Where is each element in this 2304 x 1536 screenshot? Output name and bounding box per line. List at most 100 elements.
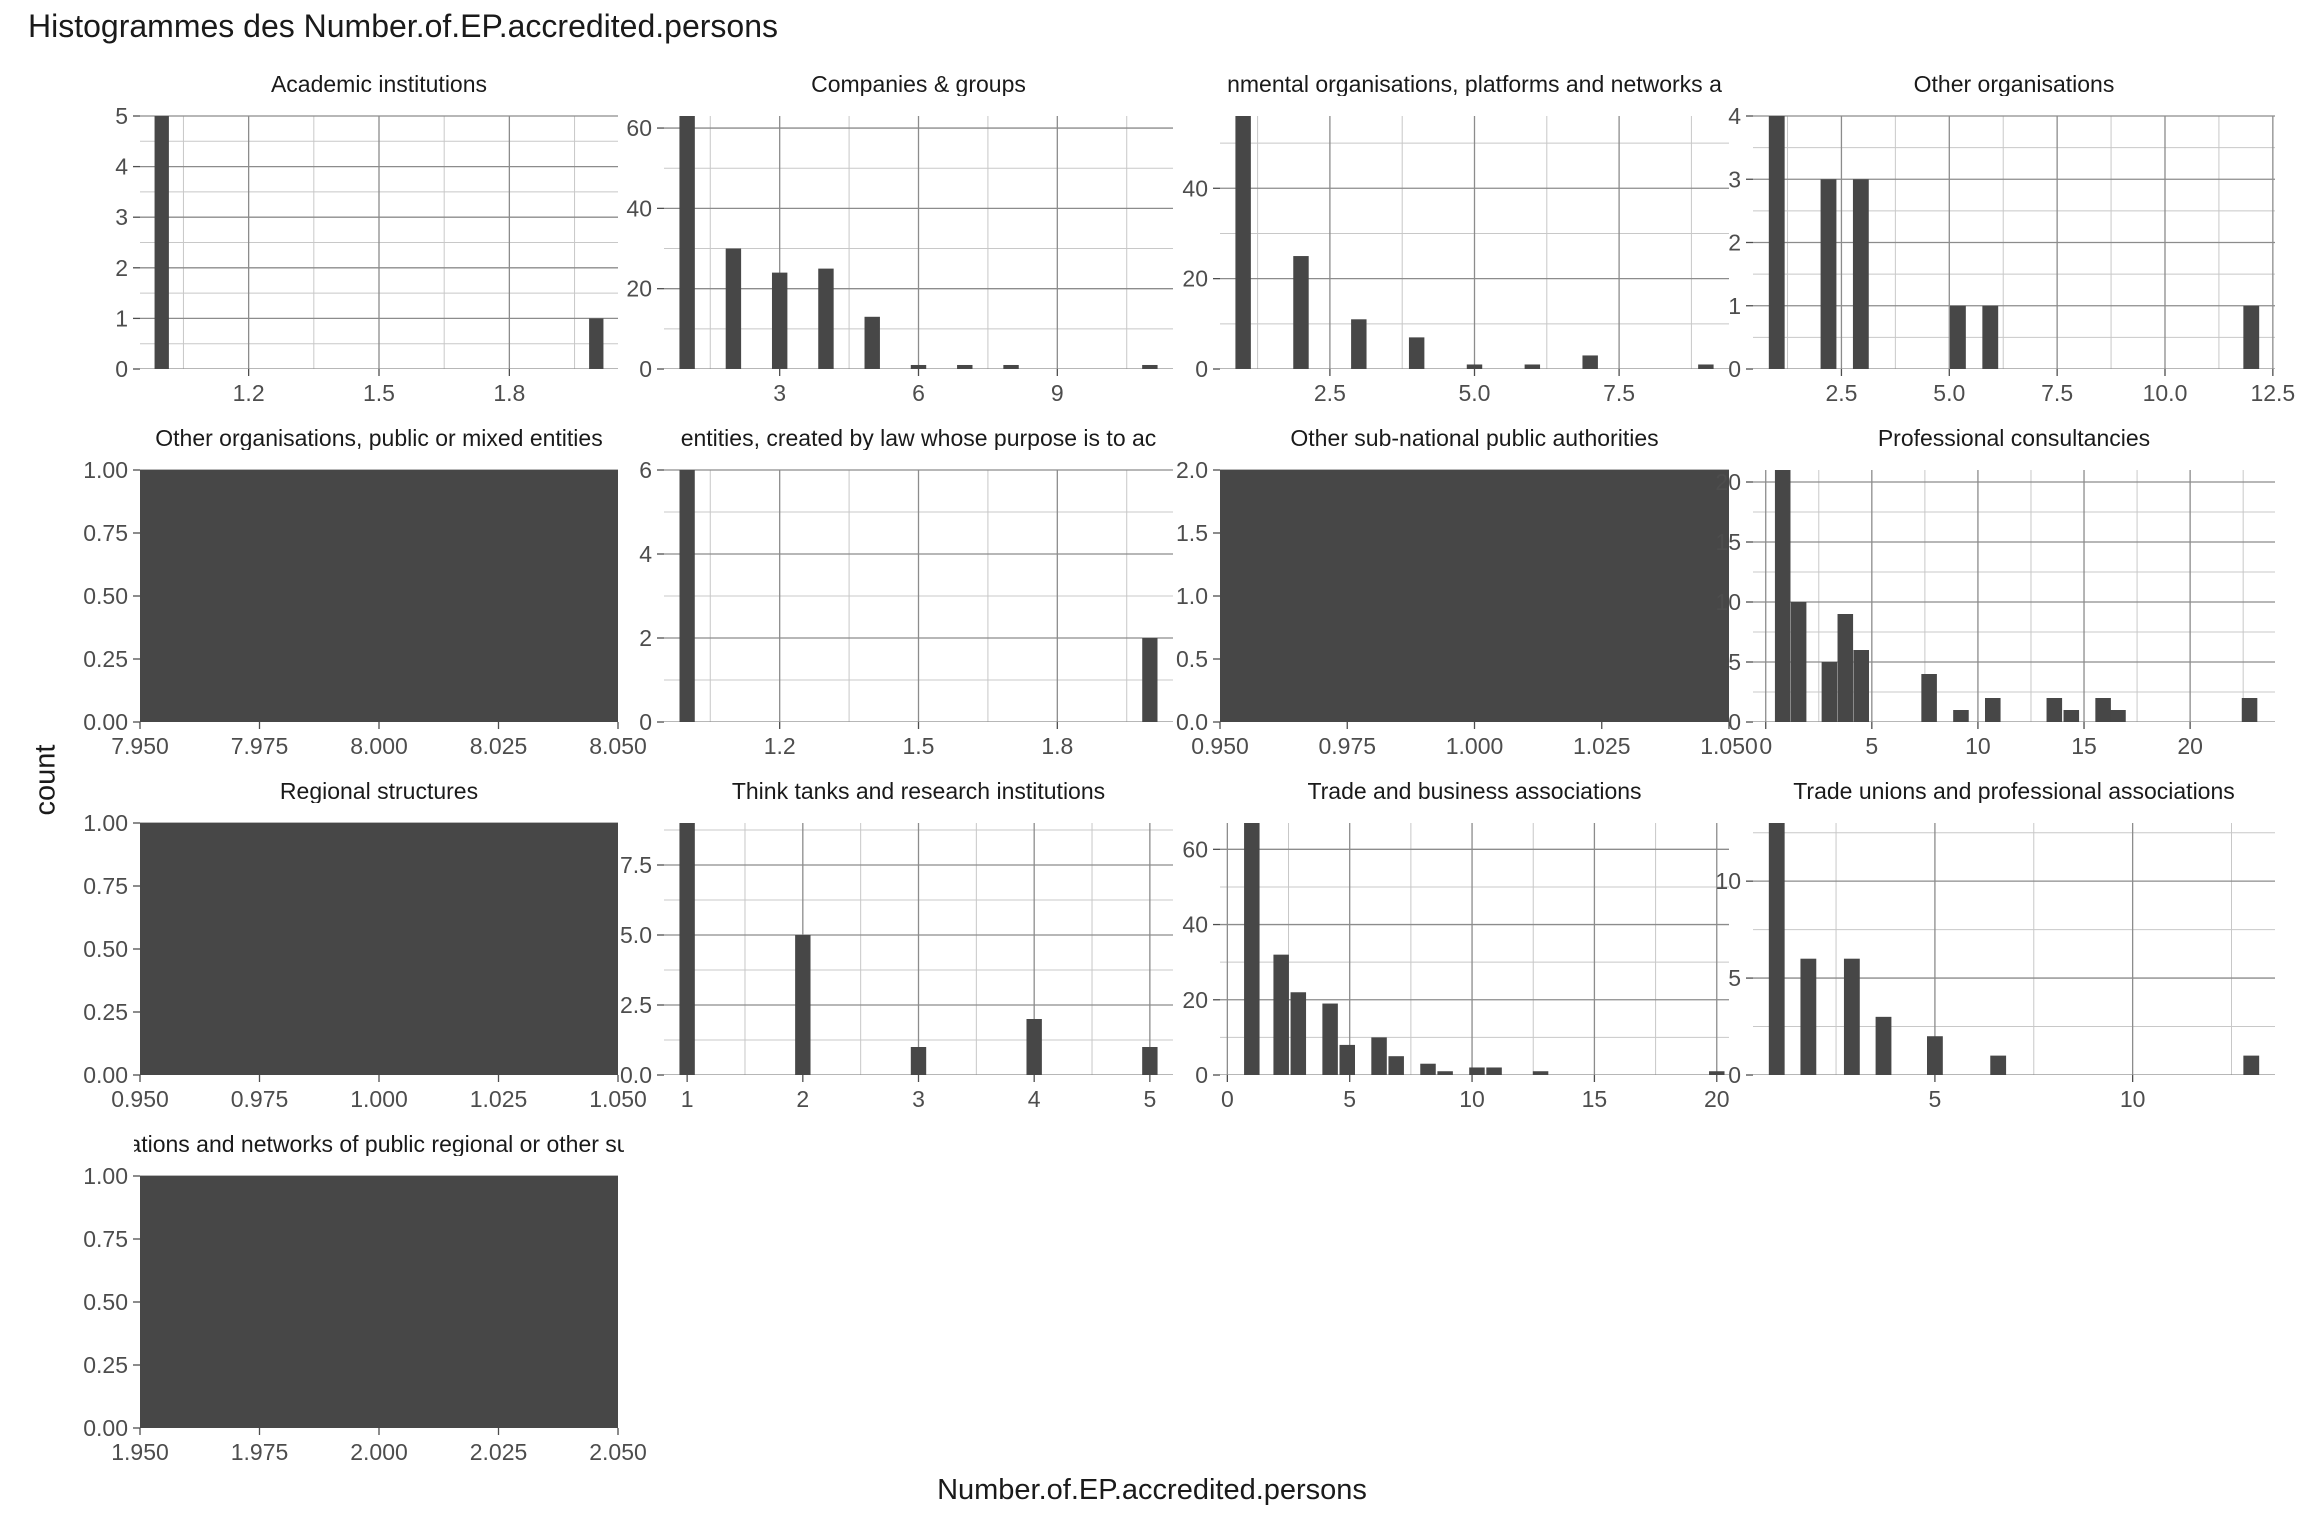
facet-grid-lines: [664, 116, 1173, 369]
histogram-bar: [2241, 698, 2258, 722]
x-tick-label: 1.000: [350, 1086, 408, 1112]
histogram-bar: [679, 116, 695, 369]
y-tick-label: 40: [1182, 175, 1208, 201]
histogram-bar: [1486, 1067, 1502, 1075]
histogram-bar: [140, 823, 618, 1075]
histogram-bar: [1244, 823, 1260, 1075]
y-tick-label: 0: [639, 709, 652, 735]
histogram-bar: [910, 364, 927, 369]
histogram-bar: [1142, 638, 1158, 722]
x-tick-label: 10: [1459, 1086, 1485, 1112]
histogram-bars: [1768, 823, 2260, 1075]
histogram-bar: [589, 318, 604, 369]
y-tick-label: 1.00: [83, 457, 128, 483]
y-tick-label: 0.75: [83, 873, 128, 899]
histogram-bar: [679, 823, 695, 1075]
x-tick-label: 7.5: [1603, 380, 1635, 406]
y-tick-label: 2: [1728, 230, 1741, 256]
x-tick-label: 1.000: [1446, 733, 1504, 759]
facet-panel: Trade unions and professional associatio…: [1715, 778, 2275, 1112]
histogram-bar: [1990, 1055, 2007, 1075]
y-tick-label: 2.5: [620, 992, 652, 1018]
facet-panel: Trade and business associations 0 5 10 15 20 0…: [1182, 778, 1729, 1112]
histogram-bar: [910, 1047, 927, 1075]
facet-panel: Other organisations 2.5 5.0 7.5 10.0 12.5 0 1 2 3…: [1728, 71, 2295, 406]
x-tick-label: 1.050: [589, 1086, 647, 1112]
y-tick-label: 1.00: [83, 1163, 128, 1189]
histogram-bar: [725, 248, 742, 369]
facet-panel: ations and networks of public regional o…: [83, 1131, 647, 1465]
histogram-bar: [1853, 650, 1869, 722]
y-tick-label: 0.50: [83, 1289, 128, 1315]
y-tick-label: 0.50: [83, 936, 128, 962]
y-tick-label: 20: [626, 276, 652, 302]
histogram-bar: [2063, 710, 2080, 722]
x-tick-label: 4: [1028, 1086, 1041, 1112]
x-tick-label: 1.5: [363, 380, 395, 406]
histogram-bar: [2110, 710, 2126, 722]
y-tick-label: 1.0: [1176, 583, 1208, 609]
x-tick-label: 3: [773, 380, 786, 406]
facet-grid-lines: [1753, 115, 2275, 369]
x-tick-label: 5.0: [1933, 380, 1965, 406]
histogram-bars: [140, 470, 618, 722]
y-tick-label: 0: [1195, 356, 1208, 382]
y-tick-label: 5: [115, 103, 128, 129]
histogram-bar: [1768, 116, 1785, 369]
histogram-bars: [679, 116, 1158, 369]
x-tick-label: 1.2: [764, 733, 796, 759]
facet-strip-title: Academic institutions: [271, 71, 487, 97]
x-tick-label: 1.975: [231, 1439, 289, 1465]
facet-panel: Professional consultancies 0 5 10 15 20 0 5 10 15…: [1715, 425, 2275, 759]
histogram-bar: [1524, 364, 1541, 369]
y-tick-label: 20: [1182, 266, 1208, 292]
x-tick-label: 15: [2071, 733, 2097, 759]
histogram-bars: [1768, 116, 2260, 369]
x-tick-label: 1: [681, 1086, 694, 1112]
y-tick-label: 2: [115, 255, 128, 281]
histogram-bar: [771, 272, 788, 369]
facet-strip-title: Other organisations: [1914, 71, 2115, 97]
histogram-bar: [1843, 958, 1860, 1075]
y-tick-label: 10: [1715, 868, 1741, 894]
x-tick-label: 7.5: [2041, 380, 2073, 406]
y-tick-label: 0.75: [83, 520, 128, 546]
histogram-bar: [1698, 364, 1714, 369]
x-tick-label: 5: [1865, 733, 1878, 759]
x-tick-label: 1.950: [111, 1439, 169, 1465]
y-tick-label: 0: [1728, 1062, 1741, 1088]
y-tick-label: 20: [1182, 987, 1208, 1013]
histogram-bar: [1875, 1016, 1892, 1075]
facet-panel: Academic institutions 1.2 1.5 1.8 0 1 2 3 4 5: [115, 71, 618, 406]
histogram-bar: [140, 470, 618, 722]
x-tick-label: 2.5: [1314, 380, 1346, 406]
histogram-bar: [1982, 305, 1999, 369]
histogram-bar: [1388, 1056, 1404, 1075]
x-tick-label: 0: [1221, 1086, 1234, 1112]
x-tick-label: 0.950: [1191, 733, 1249, 759]
x-tick-label: 1.8: [493, 380, 525, 406]
x-tick-label: 10: [1965, 733, 1991, 759]
x-tick-label: 0.950: [111, 1086, 169, 1112]
histogram-bar: [1950, 305, 1966, 369]
y-tick-label: 0.0: [1176, 709, 1208, 735]
y-tick-label: 3: [115, 204, 128, 230]
histogram-bar: [1142, 1047, 1158, 1075]
histogram-bar: [1837, 614, 1854, 722]
histogram-bar: [1774, 470, 1791, 722]
y-tick-label: 1: [115, 305, 128, 331]
facet-grid-lines: [664, 823, 1173, 1075]
x-tick-label: 0.975: [231, 1086, 289, 1112]
histogram-bar: [1921, 674, 1937, 722]
y-tick-label: 60: [626, 115, 652, 141]
x-tick-label: 5.0: [1459, 380, 1491, 406]
y-tick-label: 0.25: [83, 999, 128, 1025]
facet-panel: Companies & groups 3 6 9 0 20 40 60: [626, 71, 1173, 406]
facet-strip-title: Other organisations, public or mixed ent…: [155, 425, 602, 451]
x-tick-label: 1.050: [1700, 733, 1758, 759]
x-tick-label: 10.0: [2143, 380, 2188, 406]
facet-panel: nmental organisations, platforms and net…: [1182, 71, 1729, 406]
histogram-bars: [679, 470, 1158, 722]
y-tick-label: 0: [1728, 356, 1741, 382]
histogram-bars: [140, 1176, 618, 1428]
